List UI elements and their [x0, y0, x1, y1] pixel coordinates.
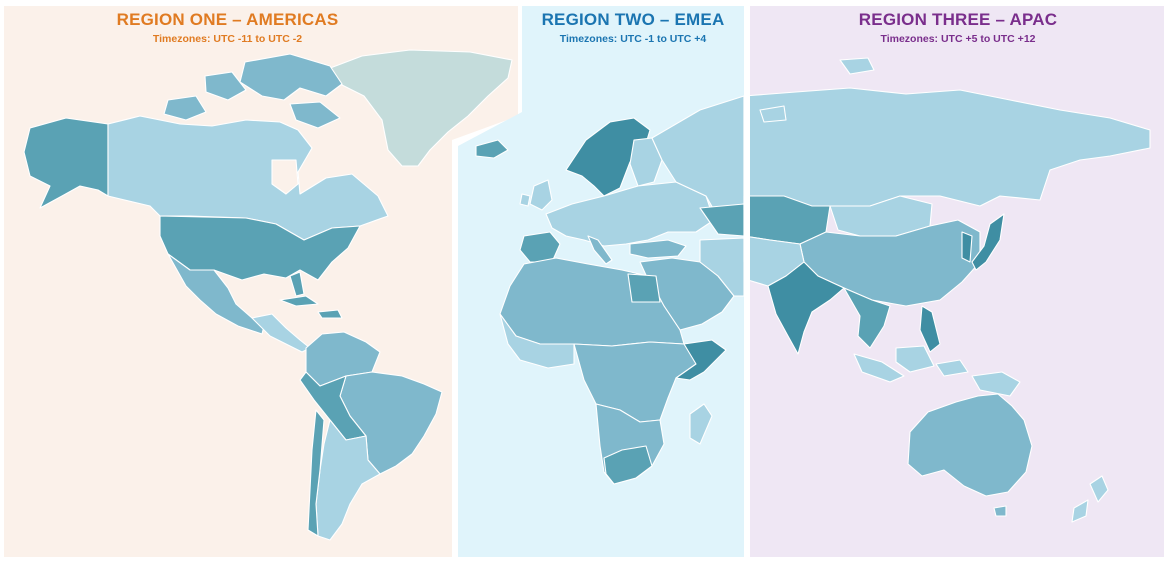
italy-shape [587, 235, 613, 265]
new-zealand-shape [1071, 475, 1109, 523]
chile-shape [307, 409, 325, 537]
florida-shape [289, 271, 305, 297]
region-apac-title: REGION THREE – APAC Timezones: UTC +5 to… [752, 10, 1164, 45]
southeast-asia-shape [843, 287, 891, 349]
horn-of-africa-shape [675, 339, 727, 381]
iberia-shape [519, 231, 561, 263]
region-apac-name: REGION THREE – APAC [858, 10, 1058, 29]
madagascar-shape [689, 403, 713, 445]
indonesia-shape [853, 345, 1021, 397]
region-americas-timezones: Timezones: UTC -11 to UTC -2 [152, 33, 303, 45]
south-africa-shape [603, 445, 653, 485]
india-shape [767, 261, 845, 355]
korea-japan-shape [961, 213, 1005, 271]
tasmania-shape [993, 505, 1007, 517]
region-americas-name: REGION ONE – AMERICAS [116, 10, 339, 29]
hudson-bay-shape [271, 159, 299, 195]
iceland-shape [475, 139, 509, 159]
uk-ireland-shape [519, 179, 553, 211]
region-americas-title: REGION ONE – AMERICAS Timezones: UTC -11… [0, 10, 455, 45]
west-africa-shape [499, 313, 575, 369]
caribbean-islands-shape [279, 295, 343, 319]
philippines-shape [919, 305, 941, 353]
region-emea-name: REGION TWO – EMEA [541, 10, 725, 29]
europe-mainland-shape [545, 181, 715, 247]
taimyr-islands-shape [759, 57, 875, 123]
egypt-shape [627, 273, 661, 303]
canadian-arctic-islands-shape [163, 53, 343, 129]
region-apac-timezones: Timezones: UTC +5 to UTC +12 [880, 33, 1036, 45]
landmasses [23, 49, 1151, 541]
australia-shape [907, 393, 1033, 497]
region-emea-title: REGION TWO – EMEA Timezones: UTC -1 to U… [520, 10, 746, 45]
greenland-shape [324, 49, 513, 167]
turkey-shape [629, 239, 687, 259]
alaska-shape [23, 117, 109, 209]
canada-shape [107, 115, 389, 241]
region-emea-timezones: Timezones: UTC -1 to UTC +4 [559, 33, 707, 45]
